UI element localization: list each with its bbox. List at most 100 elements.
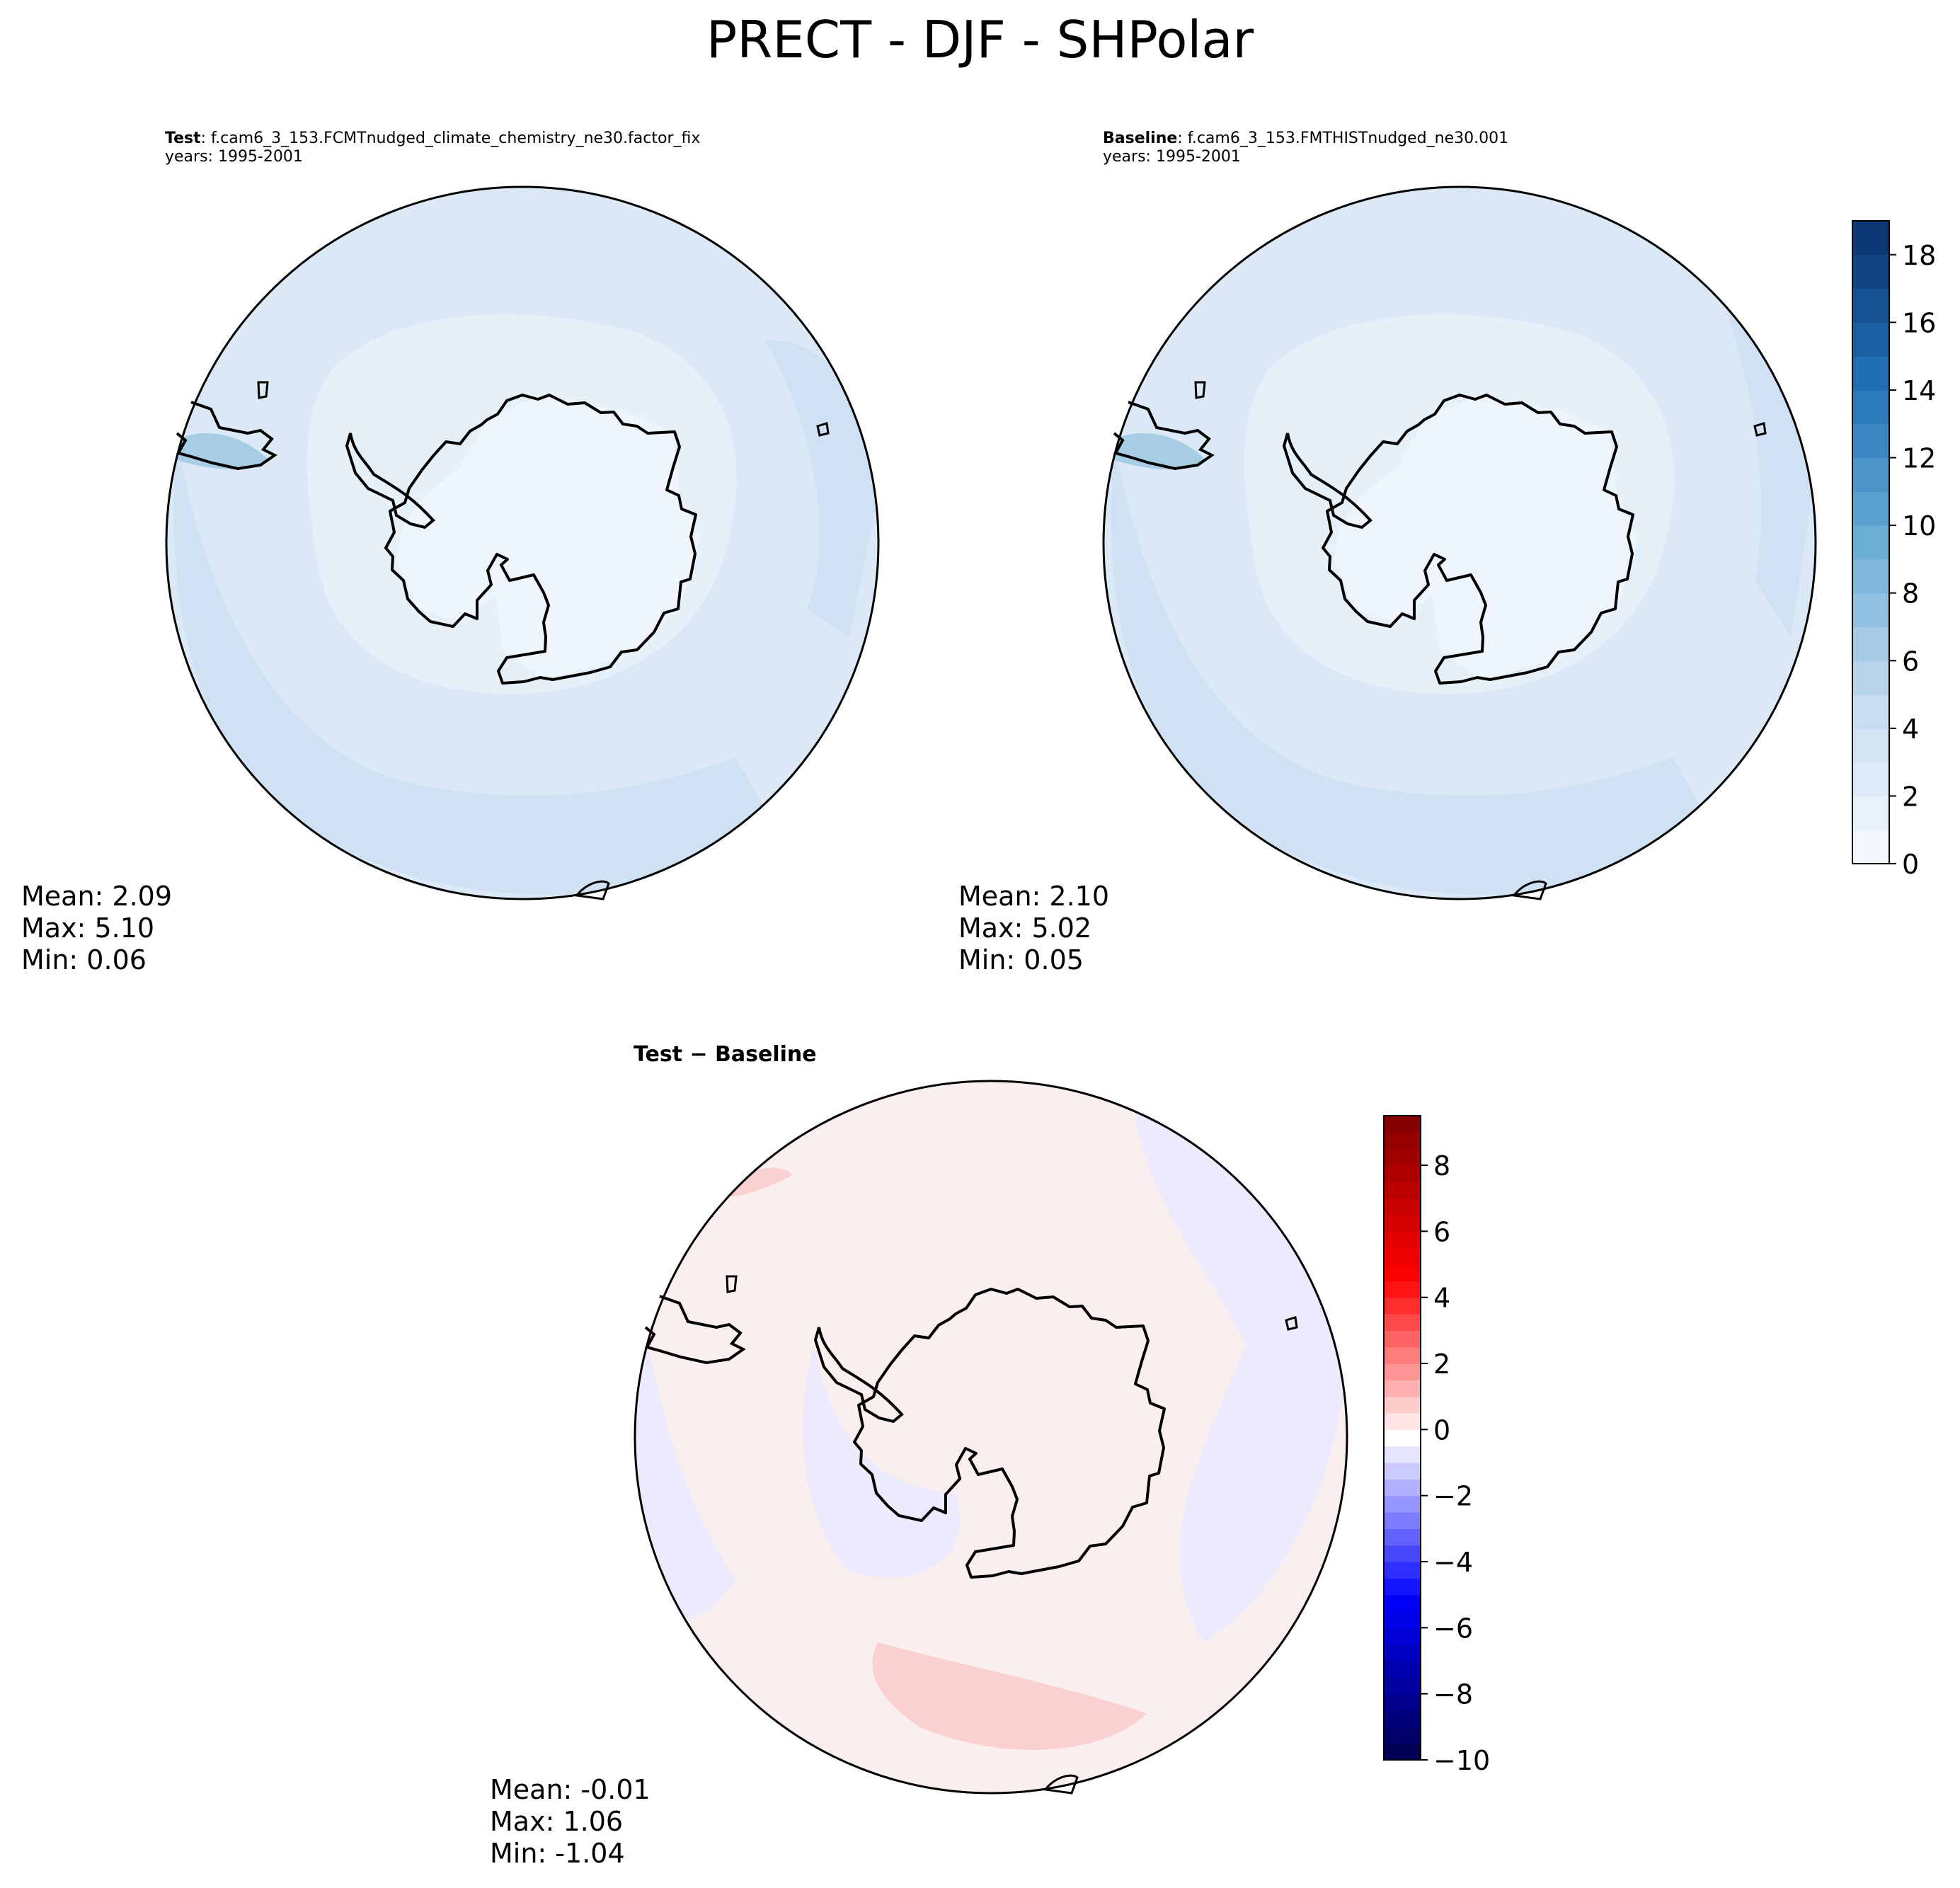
baseline-coastline [1322, 394, 1634, 685]
colorbar-step [1384, 1165, 1421, 1182]
colorbar-step [1384, 1545, 1421, 1562]
diff-max: Max: 1.06 [490, 1806, 624, 1837]
baseline-stats: Mean: 2.10 Max: 5.02 Min: 0.05 [958, 881, 1109, 976]
test-min: Min: 0.06 [21, 944, 147, 976]
colorbar-step [1384, 1297, 1421, 1315]
colorbar-tick-label: −6 [1433, 1613, 1473, 1644]
colorbar-tick-label: 6 [1902, 646, 1919, 677]
blues-colorbar: 0 2 4 6 8 10 12 14 16 18 [1852, 220, 1936, 880]
colorbar-step [1384, 1132, 1421, 1150]
baseline-map [1102, 185, 1817, 900]
colorbar-step [1384, 1611, 1421, 1628]
colorbar-step [1384, 1264, 1421, 1281]
colorbar-step [1852, 660, 1889, 695]
test-panel-title: Test: f.cam6_3_153.FCMTnudged_climate_ch… [165, 130, 700, 166]
colorbar-tick-label: −8 [1433, 1679, 1473, 1710]
colorbar-step [1384, 1380, 1421, 1397]
colorbar-tick-label: 0 [1433, 1414, 1450, 1446]
colorbar-tick-label: 2 [1902, 781, 1919, 812]
colorbar-step [1852, 457, 1889, 492]
colorbar-step [1384, 1182, 1421, 1199]
colorbar-step [1384, 1314, 1421, 1331]
test-map-boundary [165, 185, 880, 900]
colorbar-frame [1383, 1115, 1421, 1761]
diff-coastline [853, 1288, 1166, 1579]
colorbar-step [1852, 593, 1889, 628]
colorbar-step [1384, 1198, 1421, 1215]
colorbar-step [1852, 830, 1889, 864]
baseline-map-boundary [1102, 185, 1817, 900]
colorbar-step [1384, 1346, 1421, 1364]
baseline-peninsula [1282, 433, 1372, 530]
colorbar-step [1384, 1330, 1421, 1348]
colorbar-tick-label: 0 [1902, 849, 1919, 880]
colorbar-tick-label: −2 [1433, 1481, 1473, 1512]
diff-island-2 [1285, 1316, 1298, 1331]
diff-mean: Mean: -0.01 [490, 1774, 651, 1805]
test-mid-band [173, 439, 779, 896]
colorbar-tick-label: 14 [1902, 375, 1936, 406]
diff-island-1 [726, 1275, 738, 1293]
seismic-colorbar: −10 −8 −6 −4 −2 0 2 4 6 8 [1383, 1115, 1490, 1776]
diff-panel-title: Test − Baseline [634, 1042, 817, 1067]
colorbar-step [1384, 1363, 1421, 1380]
colorbar-step [1852, 254, 1889, 290]
colorbar-step [1384, 1495, 1421, 1513]
diff-lavender-west [635, 1274, 736, 1620]
colorbar-tick-label: 2 [1433, 1349, 1450, 1380]
figure-title: PRECT - DJF - SHPolar [706, 10, 1254, 69]
colorbar-step [1384, 1479, 1421, 1497]
colorbar-step [1384, 1562, 1421, 1579]
baseline-island-2 [1753, 422, 1767, 437]
baseline-mean: Mean: 2.10 [958, 881, 1110, 912]
colorbar-step [1384, 1677, 1421, 1695]
test-label: Test [165, 130, 201, 147]
colorbar-step [1384, 1693, 1421, 1711]
diff-lavender-east [1133, 1104, 1345, 1642]
test-case-name: : f.cam6_3_153.FCMTnudged_climate_chemis… [200, 130, 701, 147]
diff-south-america [644, 1295, 746, 1365]
colorbar-step [1852, 762, 1889, 797]
baseline-panel-title: Baseline: f.cam6_3_153.FMTHISTnudged_ne3… [1103, 130, 1508, 166]
colorbar-step [1384, 1627, 1421, 1645]
test-continent-fill [396, 396, 701, 680]
colorbar-step [1852, 559, 1889, 594]
colorbar-tick-label: −4 [1433, 1547, 1473, 1578]
colorbar-step [1384, 1661, 1421, 1678]
colorbar-step [1384, 1429, 1421, 1447]
test-south-america [176, 401, 277, 471]
diff-map-boundary [634, 1080, 1348, 1795]
colorbar-step [1384, 1148, 1421, 1166]
diff-pink-south [872, 1642, 1147, 1751]
colorbar-step [1384, 1727, 1421, 1744]
baseline-min: Min: 0.05 [958, 944, 1084, 976]
colorbar-step [1384, 1413, 1421, 1430]
test-east-band [764, 340, 878, 637]
colorbar-step [1852, 288, 1889, 323]
colorbar-step [1384, 1281, 1421, 1298]
diff-island-3 [1043, 1774, 1079, 1795]
baseline-label: Baseline [1103, 130, 1178, 147]
baseline-east-band [1702, 255, 1812, 637]
colorbar-step [1852, 389, 1889, 425]
colorbar-step [1852, 356, 1889, 391]
test-mean: Mean: 2.09 [21, 881, 173, 912]
colorbar-step [1384, 1512, 1421, 1529]
baseline-mid-band [1111, 439, 1716, 896]
colorbar-step [1384, 1463, 1421, 1480]
colorbar-tick-label: 12 [1902, 443, 1936, 474]
colorbar-tick-label: 10 [1902, 510, 1936, 542]
colorbar-frame [1852, 220, 1890, 864]
colorbar-step [1852, 796, 1889, 830]
diff-min: Min: -1.04 [490, 1838, 625, 1869]
test-island-3 [575, 880, 610, 900]
colorbar-tick-label: 18 [1902, 240, 1936, 271]
colorbar-step [1384, 1396, 1421, 1414]
colorbar-step [1384, 1644, 1421, 1661]
diff-stats: Mean: -0.01 Max: 1.06 Min: -1.04 [490, 1774, 651, 1870]
test-island-1 [257, 381, 269, 399]
colorbar-step [1852, 491, 1889, 526]
colorbar-step [1384, 1743, 1421, 1761]
colorbar-step [1852, 728, 1889, 763]
